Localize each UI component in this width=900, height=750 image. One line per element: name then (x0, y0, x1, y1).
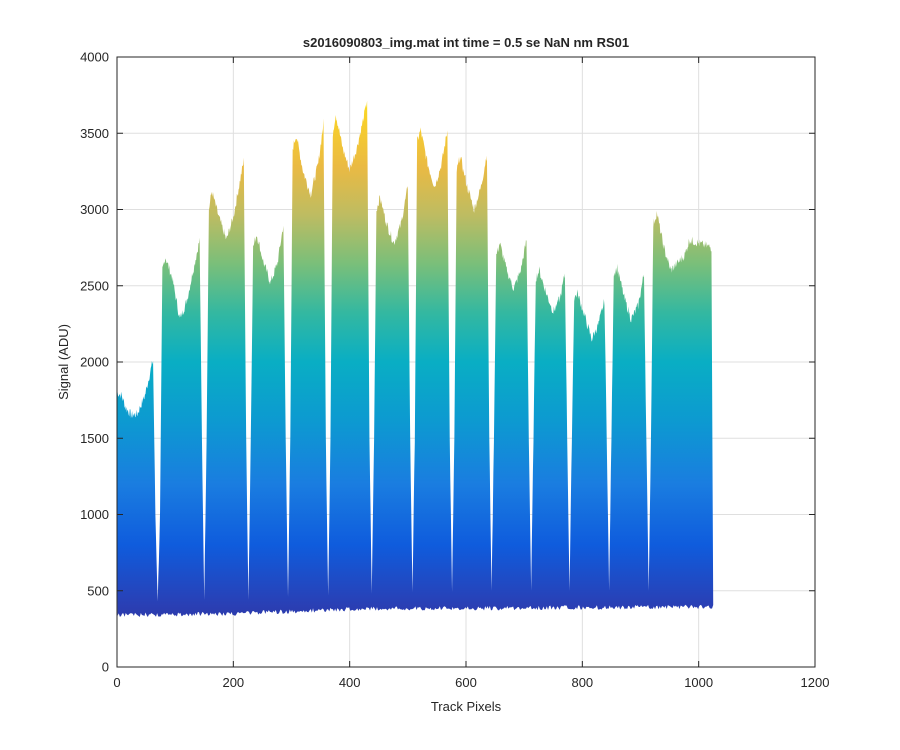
x-tick-label: 200 (222, 675, 244, 690)
y-tick-label: 2500 (80, 278, 109, 293)
x-tick-label: 600 (455, 675, 477, 690)
x-tick-label: 800 (571, 675, 593, 690)
chart-title: s2016090803_img.mat int time = 0.5 se Na… (303, 35, 629, 50)
x-tick-label: 0 (113, 675, 120, 690)
y-tick-label: 0 (102, 660, 109, 675)
x-tick-label: 1200 (801, 675, 830, 690)
y-tick-label: 4000 (80, 50, 109, 65)
x-tick-label: 400 (339, 675, 361, 690)
y-tick-label: 3000 (80, 202, 109, 217)
x-tick-label: 1000 (684, 675, 713, 690)
y-tick-label: 1000 (80, 507, 109, 522)
y-tick-label: 2000 (80, 355, 109, 370)
y-tick-label: 1500 (80, 431, 109, 446)
y-axis-label: Signal (ADU) (56, 324, 71, 400)
signal-area (117, 100, 714, 618)
y-tick-label: 3500 (80, 126, 109, 141)
signal-area-layer (117, 100, 714, 618)
axis-ticks: 0 200 400 600 800 1000 1200 0 500 1000 1500 2000 250… (80, 50, 829, 691)
y-tick-label: 500 (87, 583, 109, 598)
x-axis-label: Track Pixels (431, 699, 502, 714)
